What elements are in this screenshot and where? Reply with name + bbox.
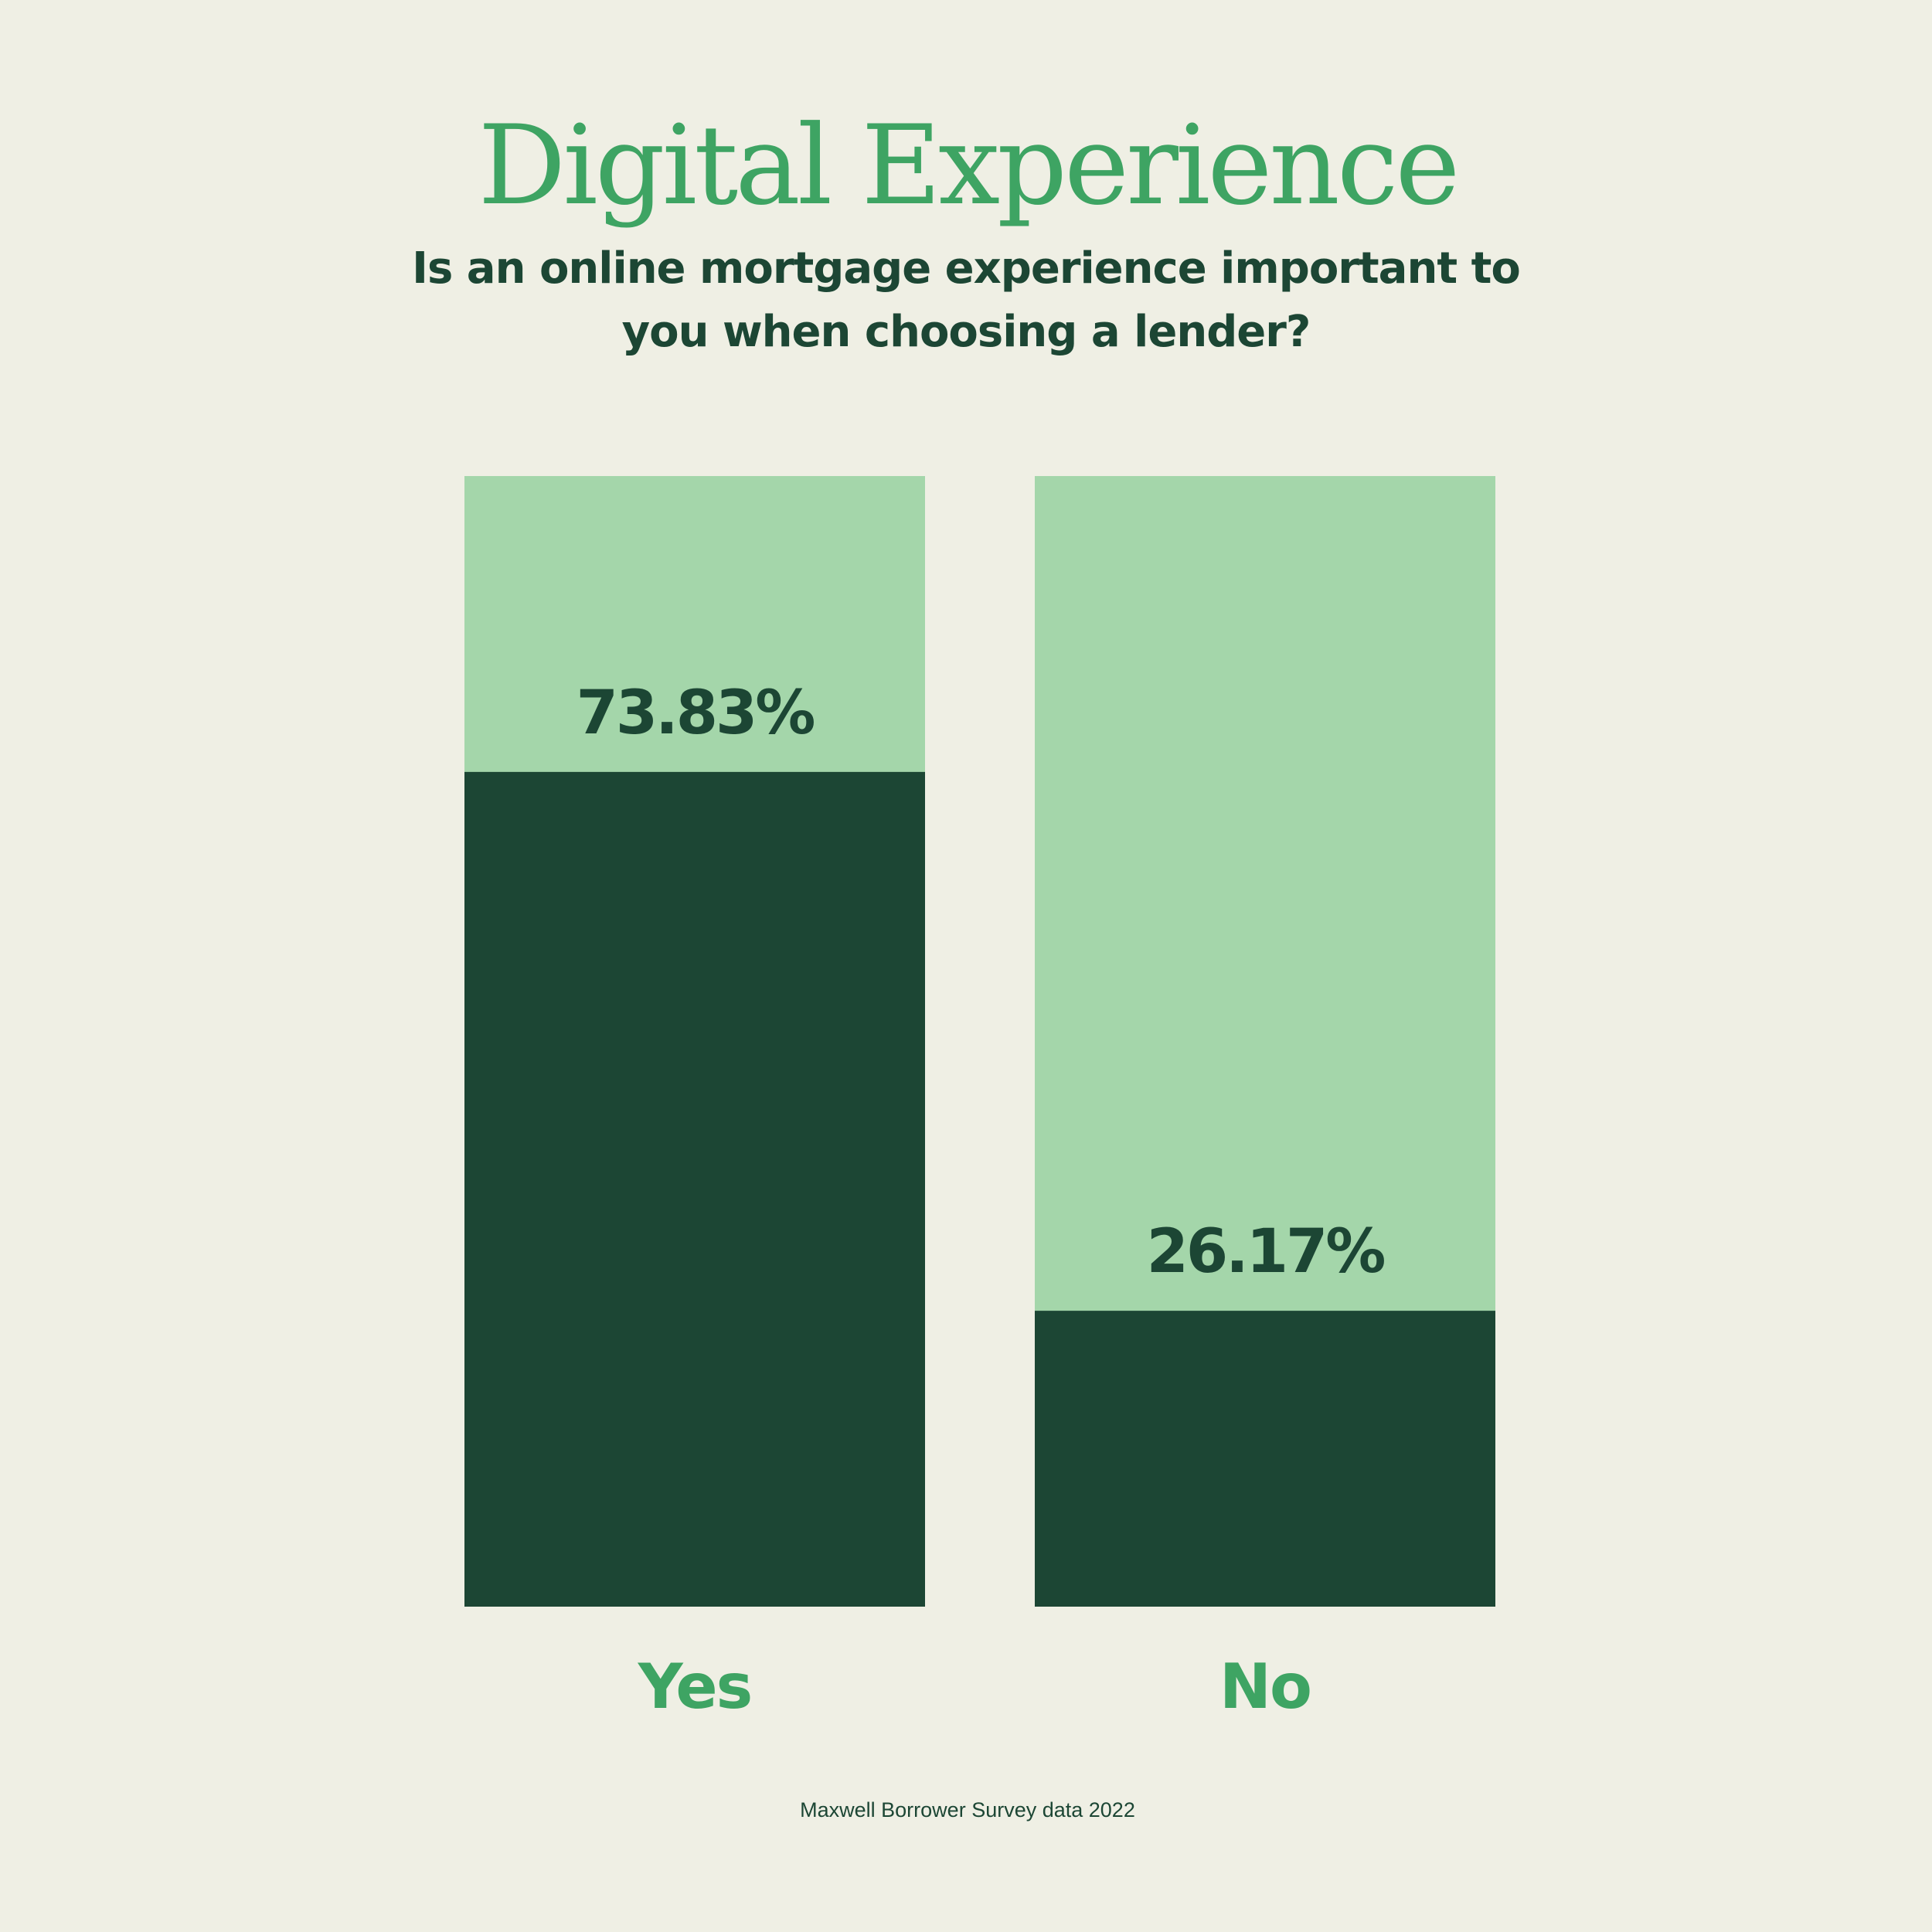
value-label-no: 26.17%: [1147, 1217, 1385, 1287]
chart-title: Digital Experience: [478, 102, 1458, 230]
bar-no: [1035, 1311, 1495, 1607]
bars-group: 73.83% Yes 26.17% No: [464, 476, 1495, 1723]
bar-yes: [464, 771, 925, 1607]
chart-subtitle-line-1: Is an online mortgage experience importa…: [412, 243, 1520, 294]
category-label-yes: Yes: [638, 1651, 751, 1723]
chart-subtitle-line-2: you when choosing a lender?: [622, 307, 1311, 357]
category-label-no: No: [1219, 1651, 1311, 1723]
source-note: Maxwell Borrower Survey data 2022: [800, 1798, 1135, 1821]
value-label-yes: 73.83%: [577, 679, 815, 748]
